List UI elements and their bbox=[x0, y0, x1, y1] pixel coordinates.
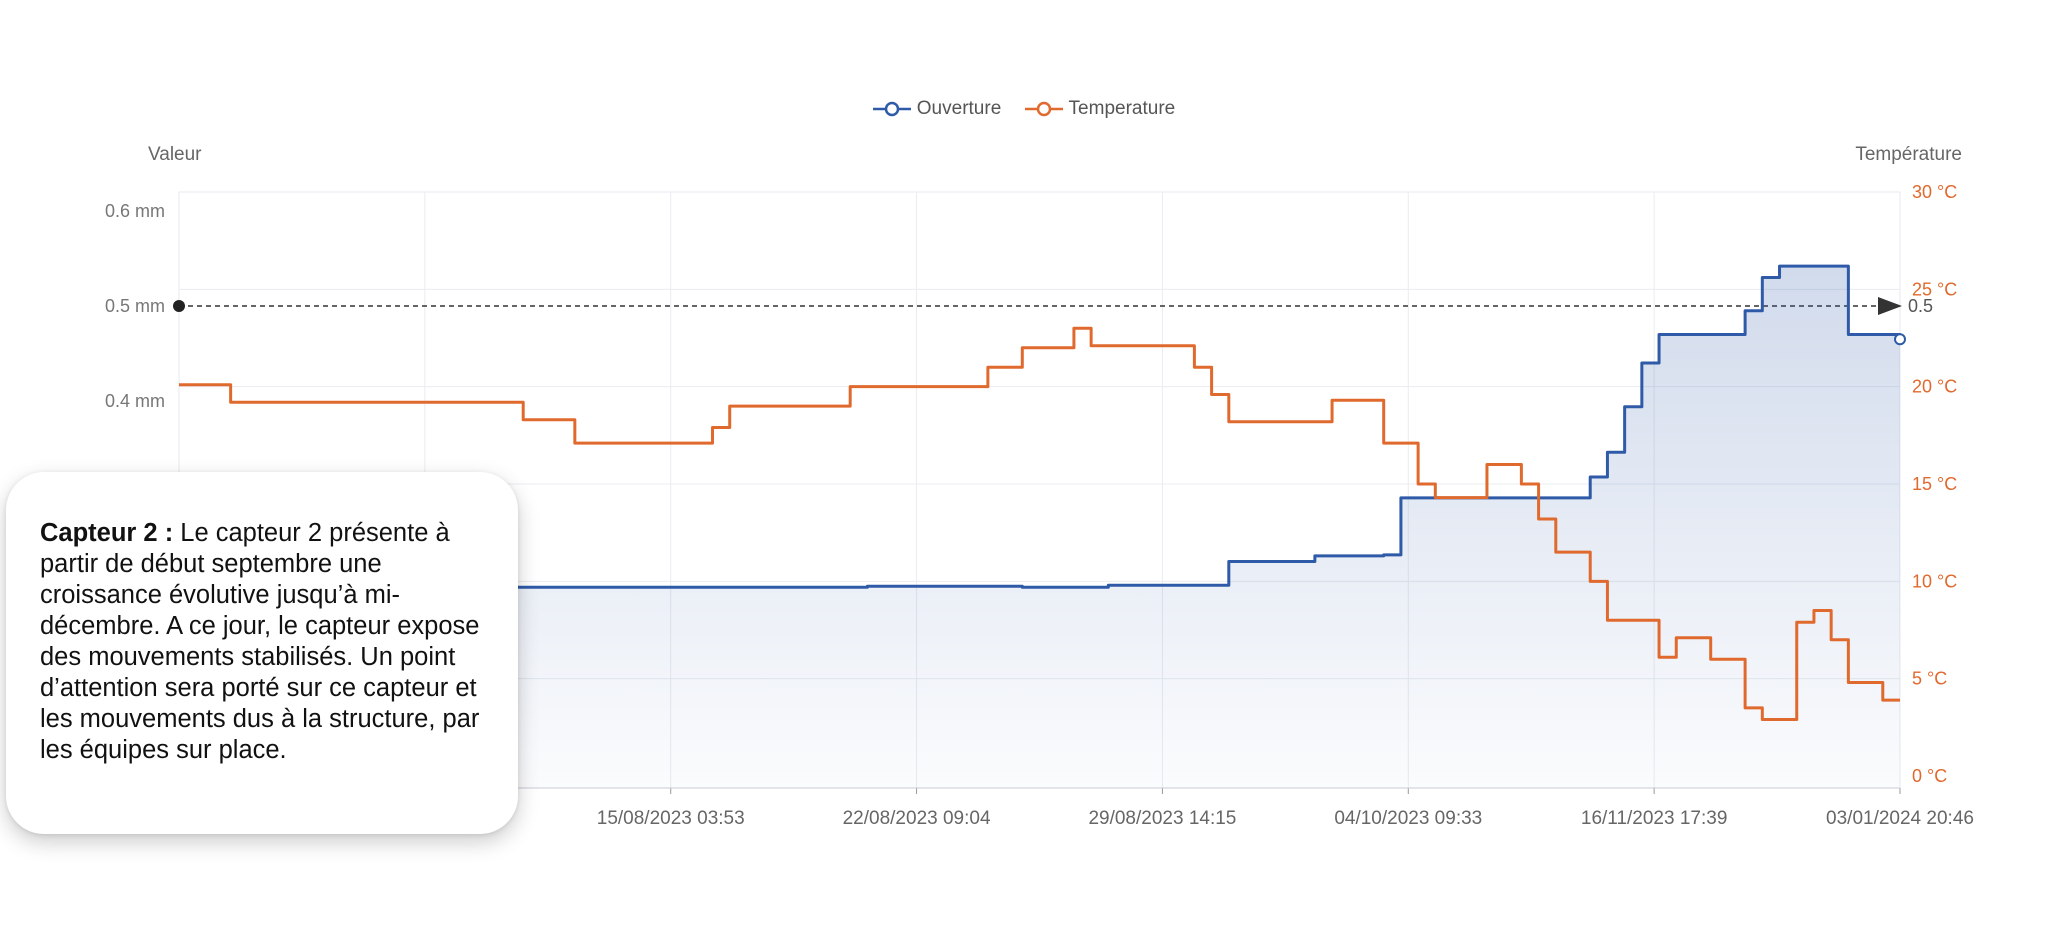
right-tick-label: 20 °C bbox=[1912, 377, 1957, 397]
right-tick-label: 15 °C bbox=[1912, 474, 1957, 494]
x-tick-label: 16/11/2023 17:39 bbox=[1581, 808, 1728, 829]
reference-line-label: 0.5 bbox=[1908, 296, 1933, 316]
legend-label-temperature: Temperature bbox=[1068, 98, 1176, 119]
legend-label-ouverture: Ouverture bbox=[916, 98, 1002, 119]
series-end-marker-ouverture bbox=[1894, 333, 1906, 346]
series-area-ouverture bbox=[179, 266, 1900, 789]
left-tick-label: 0.6 mm bbox=[105, 201, 165, 221]
reference-line-start bbox=[173, 300, 185, 312]
legend-item-temperature[interactable]: Temperature bbox=[1024, 98, 1176, 120]
right-tick-label: 10 °C bbox=[1912, 571, 1957, 591]
right-tick-label: 5 °C bbox=[1912, 669, 1947, 689]
note-title: Capteur 2 : bbox=[40, 519, 174, 547]
right-tick-label: 25 °C bbox=[1912, 279, 1957, 299]
x-tick-label: 29/08/2023 14:15 bbox=[1088, 808, 1236, 829]
left-tick-label: 0.4 mm bbox=[105, 391, 165, 411]
reference-line-arrow bbox=[1878, 297, 1902, 315]
left-axis-title: Valeur bbox=[148, 144, 202, 165]
x-tick-label: 22/08/2023 09:04 bbox=[843, 808, 991, 829]
note-text: Le capteur 2 présente à partir de début … bbox=[40, 519, 480, 764]
x-tick-label: 15/08/2023 03:53 bbox=[597, 808, 745, 829]
note-card: Capteur 2 : Le capteur 2 présente à part… bbox=[6, 472, 518, 834]
left-tick-label: 0.5 mm bbox=[105, 296, 165, 316]
legend-marker-ouverture bbox=[872, 101, 911, 117]
legend-item-ouverture[interactable]: Ouverture bbox=[872, 98, 1002, 120]
x-tick-label: 03/01/2024 20:46 bbox=[1826, 808, 1974, 829]
right-axis-title: Température bbox=[1855, 144, 1962, 165]
right-tick-label: 30 °C bbox=[1912, 182, 1957, 202]
x-tick-label: 04/10/2023 09:33 bbox=[1334, 808, 1482, 829]
legend-marker-temperature bbox=[1024, 101, 1063, 117]
series-line-ouverture bbox=[179, 264, 1902, 589]
right-tick-label: 0 °C bbox=[1912, 766, 1947, 786]
legend: Ouverture Temperature bbox=[0, 98, 2048, 123]
series-line-temperature bbox=[179, 326, 1900, 722]
